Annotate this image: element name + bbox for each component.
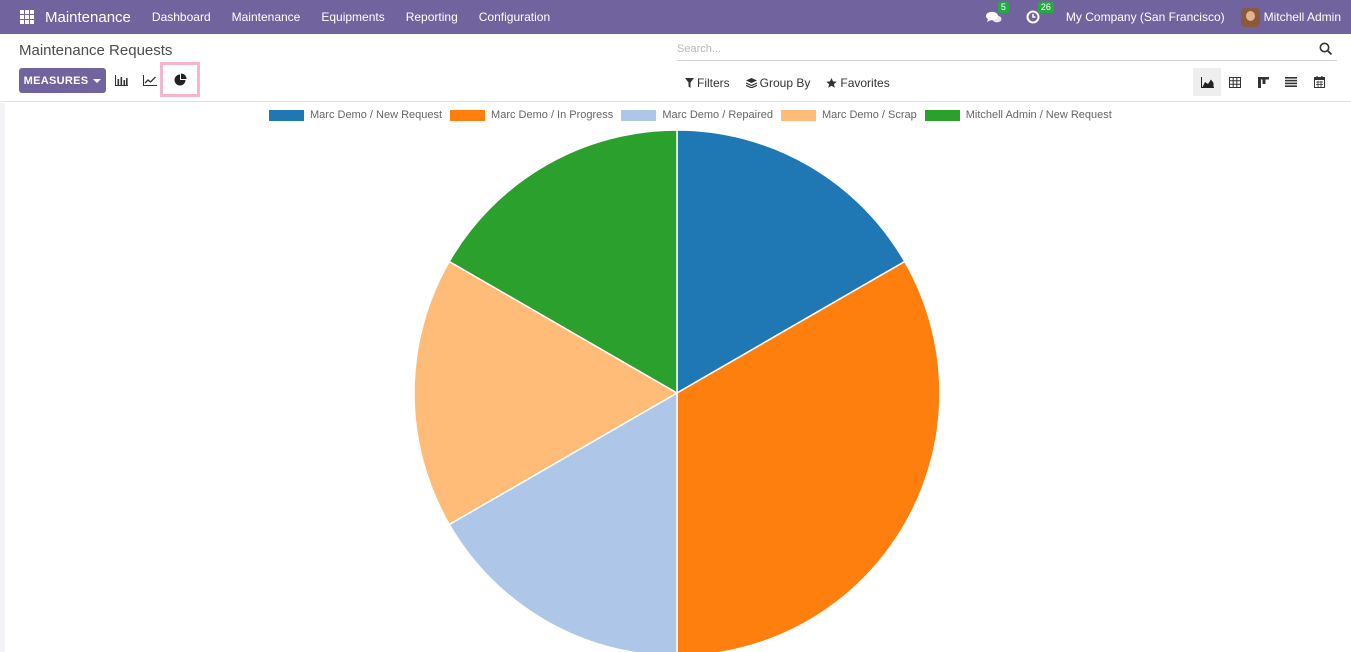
legend-item[interactable]: Mitchell Admin / New Request [924,109,1112,121]
bar-chart-icon [114,74,128,86]
bar-chart-button[interactable] [110,70,132,90]
pie-chart-icon [174,73,186,86]
kanban-icon [1257,76,1269,88]
list-view-button[interactable] [1277,68,1305,96]
layers-icon [745,78,757,88]
legend-item[interactable]: Marc Demo / In Progress [450,109,613,121]
app-title[interactable]: Maintenance [45,8,131,26]
graph-view-button[interactable] [1193,68,1221,96]
list-icon [1285,77,1297,87]
control-panel: Maintenance Requests MEASURES [0,34,1351,102]
legend-label: Mitchell Admin / New Request [965,109,1112,121]
search-icon[interactable] [1319,42,1333,56]
user-menu[interactable]: Mitchell Admin [1263,10,1341,24]
pie-slice[interactable] [413,260,679,526]
caret-down-icon [93,78,102,83]
avatar[interactable] [1240,7,1260,27]
calendar-view-button[interactable] [1305,68,1333,96]
nav-reporting[interactable]: Reporting [405,10,458,24]
chart-legend: Marc Demo / New Request Marc Demo / In Pr… [269,109,1120,121]
pie-slice[interactable] [676,129,906,395]
top-navbar: Maintenance Dashboard Maintenance Equipm… [0,0,1351,34]
pie-slice[interactable] [448,391,678,652]
filters-toggle[interactable]: Filters [685,76,730,90]
activities-button[interactable]: 26 [1026,2,1054,24]
table-icon [1229,76,1241,88]
line-chart-icon [143,74,157,86]
messages-badge: 5 [997,2,1009,13]
favorites-toggle[interactable]: Favorites [826,76,890,90]
calendar-icon [1313,76,1325,88]
filters-label: Filters [697,76,730,90]
groupby-toggle[interactable]: Group By [745,76,811,90]
star-icon [826,78,838,88]
legend-label: Marc Demo / In Progress [491,109,614,121]
favorites-label: Favorites [840,76,890,90]
chat-icon [985,11,1002,22]
legend-swatch [621,109,657,121]
activities-badge: 26 [1037,2,1054,13]
view-switcher [1193,68,1333,96]
chart-area: Marc Demo / New Request Marc Demo / In Pr… [0,103,1351,652]
legend-swatch [450,109,486,121]
measures-button[interactable]: MEASURES [19,68,106,93]
page-title: Maintenance Requests [19,42,173,59]
pie-chart [413,129,941,652]
line-chart-button[interactable] [139,70,161,90]
legend-label: Marc Demo / New Request [310,109,443,121]
kanban-view-button[interactable] [1249,68,1277,96]
legend-swatch [780,109,816,121]
pie-slice[interactable] [448,129,678,395]
legend-swatch [269,109,304,121]
messages-button[interactable]: 5 [985,2,1009,24]
left-gutter [0,103,5,652]
legend-label: Marc Demo / Scrap [821,109,917,121]
legend-item[interactable]: Marc Demo / Scrap [780,109,917,121]
filter-icon [685,78,694,88]
nav-configuration[interactable]: Configuration [478,10,551,24]
nav-dashboard[interactable]: Dashboard [151,10,211,24]
company-switcher[interactable]: My Company (San Francisco) [1065,10,1225,24]
legend-item[interactable]: Marc Demo / New Request [269,109,442,121]
pie-chart-button[interactable] [160,62,200,97]
measures-label: MEASURES [23,74,89,87]
legend-swatch [924,109,960,121]
legend-item[interactable]: Marc Demo / Repaired [621,109,773,121]
search-options: Filters Group By Favorites [685,76,906,90]
area-chart-icon [1200,76,1214,88]
nav-equipments[interactable]: Equipments [321,10,385,24]
groupby-label: Group By [759,76,811,90]
search-bar [677,39,1337,61]
app-menu-icon[interactable] [20,10,34,24]
clock-icon [1026,10,1040,24]
legend-label: Marc Demo / Repaired [662,109,773,121]
pie-chart-button-inner [166,68,194,91]
pivot-view-button[interactable] [1221,68,1249,96]
pie-slice[interactable] [676,260,941,652]
nav-maintenance[interactable]: Maintenance [231,10,301,24]
search-input[interactable] [677,39,1297,59]
